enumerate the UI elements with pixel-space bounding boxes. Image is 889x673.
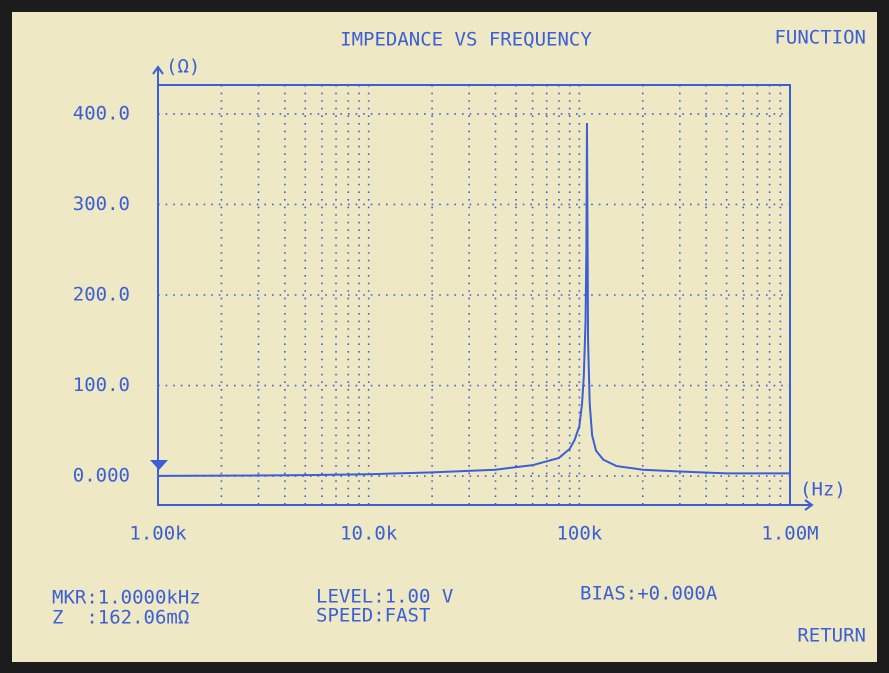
- level-readout: LEVEL:1.00 V: [316, 586, 453, 608]
- function-button[interactable]: FUNCTION: [774, 27, 866, 49]
- y-axis-label: (Ω): [166, 56, 200, 78]
- x-arrow-head: [804, 499, 814, 511]
- y-tick-label: 200.0: [73, 284, 130, 306]
- y-tick-label: 300.0: [73, 193, 130, 215]
- y-tick-label: 0.000: [73, 465, 130, 487]
- x-tick-label: 100k: [556, 523, 602, 545]
- impedance-curve: [157, 123, 790, 477]
- display: [12, 12, 877, 662]
- y-tick-label: 100.0: [73, 374, 130, 396]
- speed-readout: SPEED:FAST: [316, 605, 430, 627]
- return-button[interactable]: RETURN: [797, 625, 866, 647]
- bias-readout: BIAS:+0.000A: [580, 583, 718, 605]
- marker-readout: MKR:1.0000kHz: [52, 587, 201, 609]
- marker-triangle: [150, 460, 168, 470]
- x-tick-label: 1.00M: [761, 523, 818, 545]
- x-axis-label: (Hz): [800, 479, 846, 501]
- impedance-readout: Z :162.06mΩ: [52, 607, 189, 629]
- x-tick-label: 10.0k: [340, 523, 398, 545]
- x-tick-label: 1.00k: [129, 523, 187, 545]
- chart-title: IMPEDANCE VS FREQUENCY: [340, 29, 592, 51]
- y-tick-label: 400.0: [73, 102, 130, 124]
- y-arrow-head: [152, 65, 164, 75]
